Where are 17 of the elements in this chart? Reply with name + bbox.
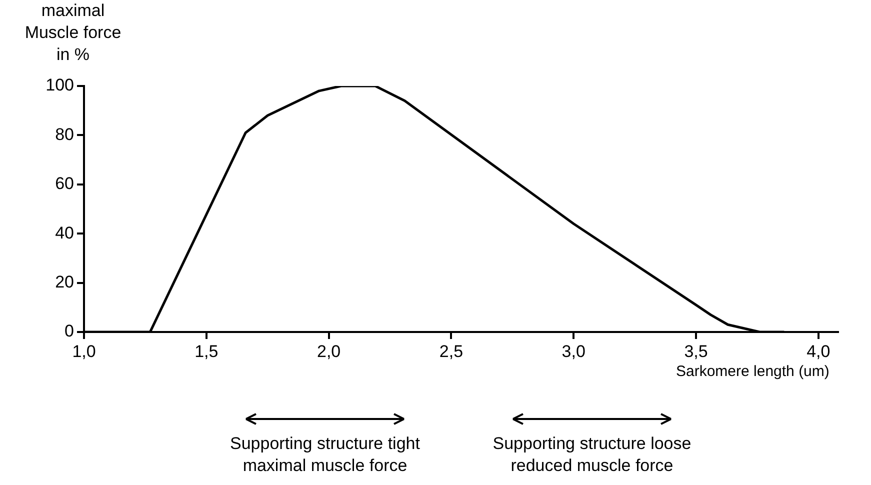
x-tick-label: 4,0 [806, 342, 830, 361]
x-axis-title: Sarkomere length (um) [676, 362, 830, 382]
y-tick-label: 60 [55, 174, 74, 194]
y-tick-label: 100 [46, 76, 74, 95]
x-tick-label: 2,5 [439, 342, 464, 361]
text: Supporting structure tight maximal muscle force [229, 433, 421, 477]
y-tick-label: 40 [55, 223, 74, 242]
x-tick-label: 3,0 [562, 342, 586, 361]
text: Supporting structure loose reduced muscle force [492, 433, 692, 477]
x-tick-label: 1,0 [72, 342, 96, 361]
y-tick-label: 80 [55, 124, 74, 144]
y-tick-label: 0 [64, 322, 74, 341]
x-tick-label: 3,5 [684, 342, 708, 361]
x-tick-label: 2,0 [316, 342, 341, 361]
y-tick-label: 20 [55, 272, 74, 292]
x-tick-label: 1,5 [194, 342, 218, 361]
y-axis-title: maximal Muscle force in % [24, 0, 122, 66]
